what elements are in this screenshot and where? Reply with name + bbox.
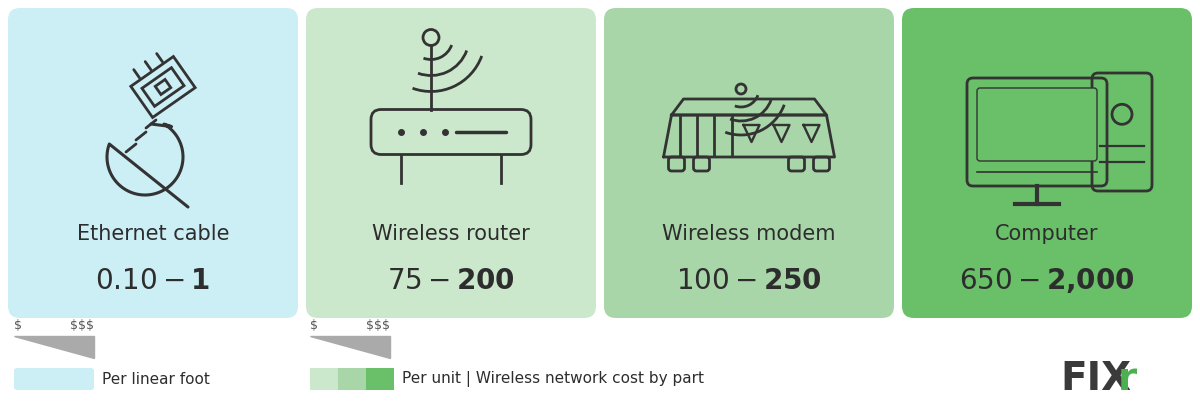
Text: $$$: $$$ — [366, 319, 390, 332]
FancyBboxPatch shape — [306, 8, 596, 318]
Text: $: $ — [310, 319, 318, 332]
Text: Wireless router: Wireless router — [372, 224, 530, 244]
Text: Computer: Computer — [995, 224, 1099, 244]
FancyBboxPatch shape — [902, 8, 1192, 318]
Text: Per unit | Wireless network cost by part: Per unit | Wireless network cost by part — [402, 371, 704, 387]
Polygon shape — [14, 336, 94, 358]
Text: $75 - $200: $75 - $200 — [388, 267, 515, 295]
FancyBboxPatch shape — [310, 368, 338, 390]
Text: $650 - $2,000: $650 - $2,000 — [959, 266, 1135, 295]
Text: Per linear foot: Per linear foot — [102, 372, 210, 387]
FancyBboxPatch shape — [604, 8, 894, 318]
Polygon shape — [310, 336, 390, 358]
FancyBboxPatch shape — [338, 368, 366, 390]
Text: $100 - $250: $100 - $250 — [676, 267, 822, 295]
Text: r: r — [1118, 360, 1138, 398]
FancyBboxPatch shape — [366, 368, 394, 390]
Text: $: $ — [14, 319, 22, 332]
Text: $$$: $$$ — [70, 319, 94, 332]
Text: $0.10 - $1: $0.10 - $1 — [95, 267, 211, 295]
Text: FIX: FIX — [1060, 360, 1132, 398]
Text: Ethernet cable: Ethernet cable — [77, 224, 229, 244]
FancyBboxPatch shape — [977, 88, 1097, 161]
FancyBboxPatch shape — [14, 368, 94, 390]
FancyBboxPatch shape — [8, 8, 298, 318]
Text: Wireless modem: Wireless modem — [662, 224, 835, 244]
